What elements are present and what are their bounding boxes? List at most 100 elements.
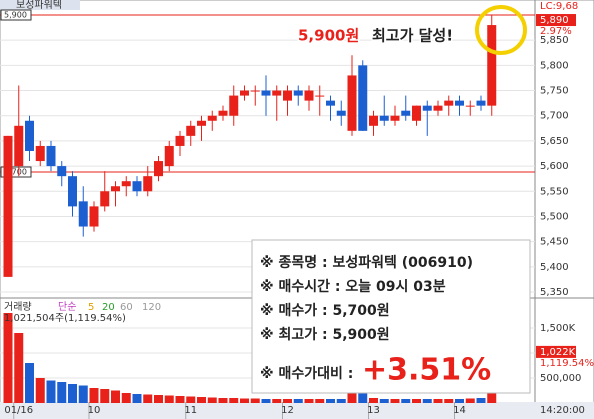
- volume-bar: [132, 394, 142, 403]
- candle-body: [14, 125, 24, 167]
- time-axis-bg: [0, 402, 594, 419]
- x-tick-label: 11: [184, 405, 197, 416]
- candle-body: [401, 110, 411, 116]
- candle-body: [283, 90, 292, 101]
- volume-bar: [315, 399, 325, 403]
- candle-body: [358, 65, 368, 131]
- change: 2.97%: [540, 26, 572, 37]
- volume-bar: [218, 398, 228, 403]
- candle-body: [25, 120, 34, 151]
- volume-bar: [283, 399, 292, 403]
- info-value: 5,900원: [332, 327, 389, 343]
- candle-body: [229, 95, 239, 116]
- volume-bar: [304, 399, 314, 403]
- annotation-price: 5,900원: [298, 27, 359, 45]
- volume-bar: [186, 396, 196, 403]
- volume-bar: [261, 399, 271, 403]
- volume-bar: [78, 385, 88, 403]
- info-value: 5,700원: [332, 303, 389, 319]
- volume-bar: [336, 399, 346, 403]
- annotation-text: 최고가 달성!: [372, 27, 453, 45]
- volume-bar: [476, 398, 486, 403]
- volume-summary: 1,021,504주(1,119.54%): [4, 313, 126, 324]
- y-tick-label: 5,550: [540, 186, 569, 197]
- candle-body: [465, 105, 475, 107]
- volume-bar: [455, 399, 464, 403]
- candle-body: [218, 110, 228, 116]
- candle-body: [121, 181, 131, 187]
- volume-bar: [412, 399, 421, 403]
- volume-bar: [444, 399, 454, 403]
- buy-label: 5,700: [4, 168, 27, 177]
- volume-bar: [229, 398, 239, 403]
- candle-body: [433, 105, 443, 111]
- candle-body: [197, 120, 206, 126]
- volume-bar: [240, 398, 249, 403]
- candle-body: [154, 161, 163, 177]
- volume-bar: [68, 384, 77, 403]
- high-label: 5,900: [4, 11, 27, 20]
- volume-bar: [369, 398, 378, 403]
- buy-label-bg: [0, 166, 32, 178]
- volume-bar: [422, 399, 432, 403]
- y-tick-label: 500,000: [540, 373, 581, 384]
- info-key: ※ 최고가 :: [260, 327, 332, 343]
- volume-bar: [433, 399, 443, 403]
- current-volume: 1,022K: [540, 347, 576, 358]
- info-row: ※ 최고가 : 5,900원: [260, 327, 390, 343]
- x-tick-label: 12: [281, 405, 294, 416]
- info-key: ※ 종목명 :: [260, 254, 332, 271]
- y-tick-label: 1,500K: [540, 323, 576, 334]
- candle-body: [412, 105, 421, 121]
- candle-body: [476, 100, 486, 106]
- gain-value: +3.51%: [362, 353, 491, 388]
- volume-bar: [111, 390, 120, 403]
- candle-body: [261, 90, 271, 96]
- high-label-bg: [0, 9, 32, 21]
- volume-bar: [164, 395, 174, 403]
- volume-bar: [46, 380, 56, 403]
- candle-body: [326, 100, 335, 106]
- volume-bar: [3, 313, 13, 403]
- candle-body: [3, 135, 13, 277]
- volume-bar: [143, 394, 153, 403]
- info-row: ※ 매수시간 : 오늘 09시 03분: [260, 278, 446, 295]
- candle-body: [422, 105, 432, 111]
- volume-bar: [197, 397, 206, 403]
- y-tick-label: 5,600: [540, 161, 569, 172]
- volume-bar: [57, 382, 67, 403]
- candle-body: [78, 201, 88, 227]
- volume-bar: [379, 399, 389, 403]
- tab: [0, 0, 80, 10]
- y-tick-label: 5,500: [540, 211, 569, 222]
- candle-body: [304, 90, 314, 101]
- volume-pct: 1,119.54%: [540, 358, 594, 369]
- y-tick-label: 5,450: [540, 237, 569, 248]
- candle-body: [68, 176, 77, 207]
- candle-body: [336, 110, 346, 116]
- volume-bar: [326, 399, 335, 403]
- y-tick-label: 5,750: [540, 86, 569, 97]
- y-tick-label: 5,850: [540, 35, 569, 46]
- y-tick-label: 5,350: [540, 287, 569, 298]
- x-tick-label: 14: [453, 405, 466, 416]
- candle-body: [379, 115, 389, 121]
- candle-body: [207, 115, 217, 121]
- candle-body: [272, 90, 282, 96]
- volume-bar: [175, 396, 185, 403]
- volume-bar: [390, 399, 400, 403]
- x-tick-label: 01/16: [4, 405, 33, 416]
- volume-bar: [272, 399, 282, 403]
- stock-tab: 보성파워텍: [16, 0, 62, 11]
- candle-body: [250, 90, 260, 92]
- candle-body: [444, 100, 454, 106]
- candle-body: [455, 100, 464, 106]
- y-tick-label: 5,800: [540, 60, 569, 71]
- candle-body: [57, 166, 67, 177]
- info-value: 오늘 09시 03분: [345, 279, 445, 295]
- volume-legend: 거래량: [4, 301, 32, 313]
- candle-body: [143, 176, 153, 192]
- volume-bar: [121, 393, 131, 403]
- highlight-circle: [475, 5, 527, 55]
- candle-body: [164, 145, 174, 167]
